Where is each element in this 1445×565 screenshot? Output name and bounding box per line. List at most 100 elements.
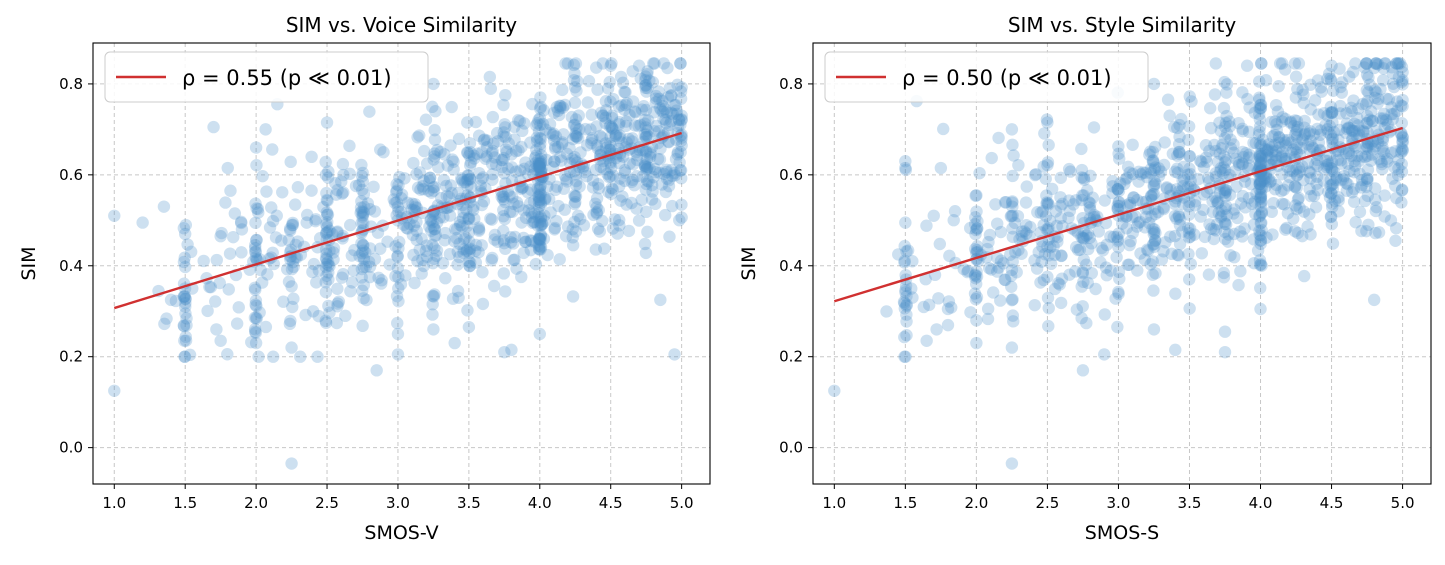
scatter-point (1377, 62, 1390, 75)
scatter-point (1281, 207, 1295, 220)
scatter-point (460, 203, 473, 216)
scatter-point (177, 319, 191, 333)
scatter-point (357, 244, 370, 257)
scatter-point (416, 253, 429, 266)
scatter-point (1321, 123, 1334, 136)
scatter-point (594, 145, 607, 158)
scatter-point (442, 190, 456, 204)
scatter-point (1172, 249, 1185, 262)
scatter-point (319, 316, 333, 329)
scatter-point (1296, 134, 1310, 147)
scatter-point (1148, 234, 1162, 247)
scatter-point (1334, 80, 1347, 94)
scatter-point (1223, 120, 1237, 133)
scatter-point (1168, 229, 1182, 243)
scatter-point (635, 103, 649, 116)
scatter-point (1222, 228, 1235, 241)
scatter-point (1265, 205, 1278, 219)
scatter-point (409, 200, 422, 214)
scatter-point (1380, 92, 1393, 106)
y-tick-label: 0.8 (59, 75, 83, 93)
scatter-point (1216, 167, 1230, 180)
scatter-point (345, 249, 359, 262)
scatter-point (428, 123, 441, 137)
scatter-point (427, 290, 441, 303)
legend-box (824, 51, 1149, 103)
scatter-point (640, 177, 653, 191)
scatter-point (1098, 348, 1111, 361)
scatter-point (319, 168, 333, 182)
scatter-point (1121, 160, 1135, 174)
scatter-point (1288, 180, 1302, 194)
scatter-point (309, 213, 323, 226)
scatter-point (997, 257, 1010, 270)
scatter-point (1396, 100, 1409, 113)
scatter-point (353, 249, 366, 263)
scatter-point (618, 163, 632, 177)
scatter-point (1270, 117, 1283, 131)
scatter-point (613, 219, 626, 232)
scatter-point (604, 95, 617, 108)
scatter-point (177, 319, 190, 332)
scatter-point (534, 219, 547, 233)
scatter-point (497, 151, 510, 165)
scatter-point (510, 262, 523, 275)
scatter-point (321, 255, 335, 269)
scatter-point (490, 126, 504, 140)
scatter-point (250, 202, 263, 215)
scatter-point (463, 246, 476, 260)
scatter-point (1209, 57, 1223, 70)
scatter-point (496, 189, 509, 202)
scatter-point (1303, 143, 1317, 157)
scatter-point (1236, 230, 1249, 243)
scatter-point (1218, 345, 1232, 359)
scatter-point (570, 84, 583, 98)
scatter-point (1015, 225, 1029, 238)
scatter-point (1297, 205, 1311, 218)
scatter-point (1394, 99, 1408, 112)
scatter-point (1254, 188, 1268, 202)
scatter-point (317, 200, 330, 214)
scatter-point (534, 196, 547, 209)
scatter-point (428, 288, 441, 301)
scatter-point (1112, 285, 1125, 299)
scatter-point (1077, 224, 1090, 237)
scatter-point (432, 161, 445, 174)
scatter-point (631, 149, 644, 162)
scatter-point (475, 172, 488, 186)
scatter-point (622, 224, 636, 238)
scatter-point (1040, 189, 1053, 202)
scatter-point (230, 317, 244, 330)
y-tick-label: 0.0 (59, 439, 83, 457)
scatter-point (1262, 151, 1275, 164)
scatter-point (1169, 287, 1182, 300)
scatter-point (609, 129, 622, 142)
scatter-point (1275, 168, 1289, 181)
scatter-point (1148, 163, 1161, 176)
scatter-point (1062, 211, 1075, 224)
scatter-point (623, 157, 636, 170)
scatter-point (1290, 162, 1303, 175)
scatter-point (331, 282, 344, 295)
scatter-point (675, 172, 688, 185)
scatter-point (606, 222, 620, 235)
scatter-point (1106, 186, 1119, 200)
scatter-point (394, 278, 408, 291)
scatter-point (428, 229, 441, 243)
x-tick-label: 2.0 (244, 494, 268, 512)
scatter-point (1326, 200, 1339, 214)
scatter-point (507, 253, 520, 267)
scatter-point (417, 259, 430, 273)
scatter-point (454, 218, 467, 232)
scatter-point (451, 245, 464, 258)
scatter-point (1224, 249, 1237, 262)
scatter-point (439, 272, 452, 285)
scatter-point (596, 57, 610, 70)
scatter-point (1366, 115, 1379, 128)
scatter-point (249, 245, 262, 259)
scatter-point (1368, 140, 1382, 153)
scatter-point (1358, 61, 1371, 74)
scatter-point (207, 120, 220, 134)
scatter-point (560, 175, 574, 188)
scatter-point (355, 262, 369, 276)
